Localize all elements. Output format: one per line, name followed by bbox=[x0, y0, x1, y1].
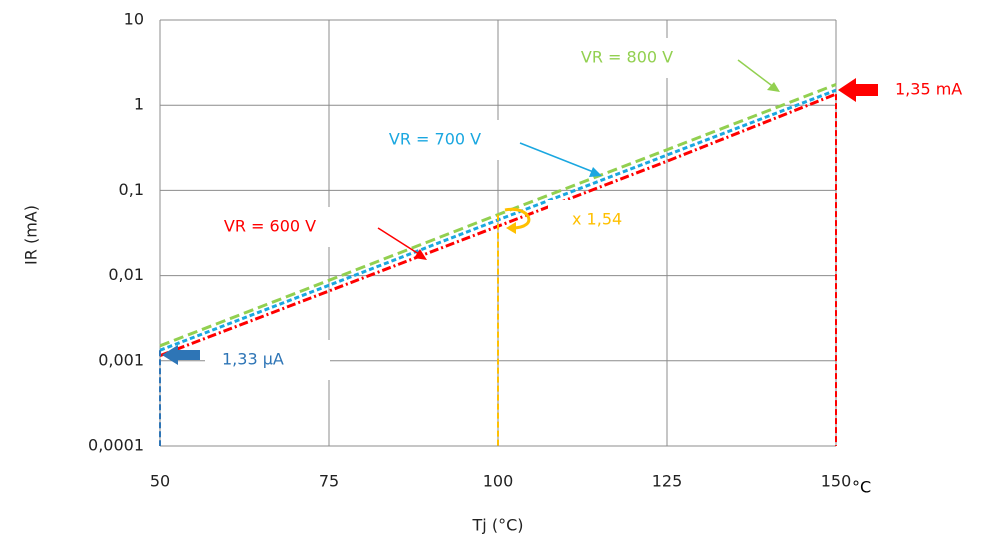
label-box bbox=[195, 207, 345, 247]
lines bbox=[159, 83, 837, 446]
x-tick-label: 100 bbox=[483, 472, 514, 491]
series-label: VR = 600 V bbox=[224, 217, 316, 236]
y-tick-label: 1 bbox=[134, 95, 144, 114]
y-tick-label: 10 bbox=[124, 10, 144, 29]
y-tick-label: 0,1 bbox=[119, 180, 144, 199]
pointer bbox=[737, 59, 776, 89]
x-tick-label: 125 bbox=[652, 472, 683, 491]
label-box bbox=[360, 120, 510, 160]
arrow bbox=[589, 167, 602, 177]
pointer bbox=[519, 142, 597, 174]
annotation: 1,33 µA bbox=[222, 350, 284, 369]
y-tick-label: 0,001 bbox=[98, 350, 144, 369]
annotation: x 1,54 bbox=[572, 210, 622, 229]
arrow bbox=[767, 82, 780, 92]
x-axis-title: Tj (°C) bbox=[472, 516, 524, 535]
y-axis-title: IR (mA) bbox=[22, 205, 41, 265]
x-tick-label: 75 bbox=[319, 472, 339, 491]
series-label: VR = 700 V bbox=[389, 130, 481, 149]
x-tick-label: 50 bbox=[150, 472, 170, 491]
arrow bbox=[504, 207, 531, 230]
y-tick-label: 0,0001 bbox=[88, 436, 144, 455]
arrow bbox=[506, 222, 516, 234]
annotation: °C bbox=[852, 478, 871, 497]
annotation-box bbox=[548, 200, 653, 240]
labels: Tj (°C) IR (mA) 0,0001 0,001 0,01 0,1 1 10 50 7… bbox=[22, 10, 963, 535]
y-tick-label: 0,01 bbox=[108, 265, 144, 284]
pointer bbox=[377, 227, 423, 257]
x-tick-label: 150 bbox=[821, 472, 852, 491]
annotation: 1,35 mA bbox=[895, 80, 962, 99]
arrow bbox=[838, 78, 878, 102]
arrow bbox=[414, 249, 427, 260]
annotation-box bbox=[205, 340, 330, 380]
series-label: VR = 800 V bbox=[581, 48, 673, 67]
arrow bbox=[162, 345, 200, 365]
label-box bbox=[552, 38, 702, 78]
